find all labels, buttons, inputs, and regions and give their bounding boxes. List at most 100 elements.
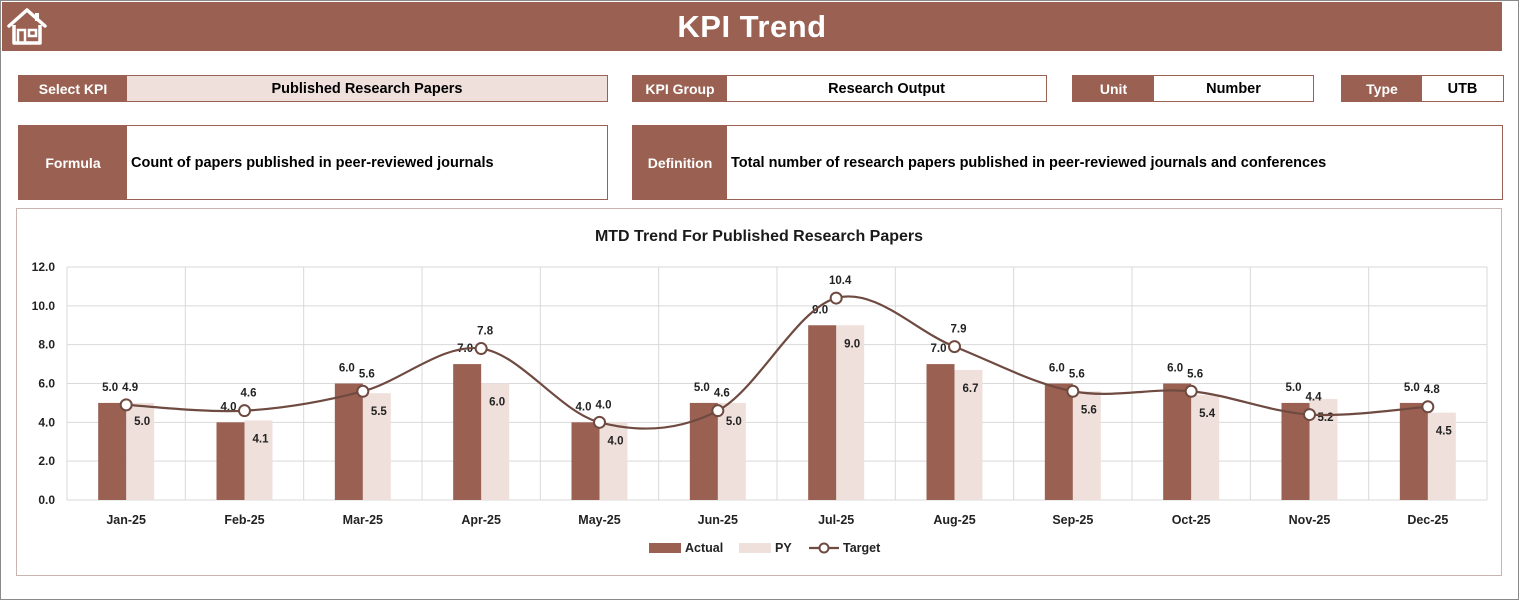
definition-box: Definition Total number of research pape…: [632, 125, 1503, 200]
x-tick-label: Oct-25: [1172, 513, 1211, 527]
chart-title: MTD Trend For Published Research Papers: [595, 228, 923, 245]
py-bar: [481, 383, 510, 500]
y-tick-label: 0.0: [38, 493, 55, 507]
py-bar: [836, 325, 865, 500]
x-tick-label: Jun-25: [698, 513, 738, 527]
legend-swatch-py: [739, 543, 771, 553]
target-point: [1184, 384, 1198, 398]
x-tick-label: Jan-25: [106, 513, 146, 527]
actual-data-label: 5.0: [102, 382, 118, 394]
unit-field: Unit Number: [1072, 75, 1314, 102]
target-point: [1066, 384, 1080, 398]
actual-bar: [1281, 402, 1310, 500]
target-point: [356, 384, 370, 398]
target-data-label: 5.6: [1069, 368, 1085, 380]
py-bar: [126, 402, 155, 500]
target-point: [593, 415, 606, 429]
x-tick-label: Jul-25: [818, 513, 854, 527]
actual-bar: [571, 422, 600, 500]
x-tick-label: Mar-25: [343, 513, 383, 527]
unit-value: Number: [1154, 76, 1313, 101]
target-point: [1421, 400, 1435, 414]
formula-box: Formula Count of papers published in pee…: [18, 125, 608, 200]
x-tick-label: May-25: [578, 513, 620, 527]
target-point: [1303, 408, 1316, 422]
y-tick-label: 4.0: [38, 415, 55, 429]
x-tick-label: Aug-25: [933, 513, 975, 527]
target-data-label: 5.6: [359, 368, 375, 380]
py-data-label: 4.0: [608, 435, 624, 447]
x-tick-label: Sep-25: [1052, 513, 1093, 527]
type-field: Type UTB: [1341, 75, 1504, 102]
py-data-label: 5.5: [371, 406, 388, 418]
target-point: [948, 340, 961, 354]
actual-data-label: 5.0: [1286, 382, 1302, 394]
actual-bar: [926, 364, 955, 500]
py-bar: [1427, 412, 1456, 500]
py-data-label: 9.0: [844, 338, 860, 350]
actual-data-label: 7.0: [931, 343, 947, 355]
page-title: KPI Trend: [677, 8, 827, 44]
actual-bar: [1163, 383, 1192, 500]
x-tick-label: Nov-25: [1289, 513, 1331, 527]
definition-value: Total number of research papers publishe…: [727, 126, 1502, 199]
target-data-label: 4.0: [596, 399, 612, 411]
legend-label-actual: Actual: [685, 541, 723, 555]
py-data-label: 5.6: [1081, 404, 1097, 416]
y-tick-label: 10.0: [32, 299, 56, 313]
actual-bar: [808, 325, 837, 500]
py-data-label: 4.1: [253, 433, 270, 445]
actual-data-label: 4.0: [576, 401, 592, 413]
y-tick-label: 8.0: [38, 338, 55, 352]
select-kpi-label: Select KPI: [19, 76, 127, 101]
target-data-label: 4.6: [714, 388, 730, 400]
py-data-label: 5.0: [726, 416, 742, 428]
actual-bar: [689, 402, 718, 500]
kpi-group-label: KPI Group: [633, 76, 727, 101]
py-bar: [362, 393, 391, 500]
select-kpi-value[interactable]: Published Research Papers: [127, 76, 607, 101]
chart-container: MTD Trend For Published Research Papers 0…: [16, 208, 1502, 576]
actual-data-label: 5.0: [694, 382, 710, 394]
x-tick-label: Feb-25: [224, 513, 264, 527]
select-kpi-field[interactable]: Select KPI Published Research Papers: [18, 75, 608, 102]
kpi-group-value: Research Output: [727, 76, 1046, 101]
target-point: [238, 404, 251, 418]
actual-bar: [216, 422, 245, 500]
py-bar: [954, 369, 983, 500]
target-point: [711, 404, 725, 418]
target-data-label: 10.4: [829, 275, 852, 287]
header-banner: KPI Trend: [2, 2, 1502, 51]
actual-bar: [453, 364, 482, 500]
x-tick-label: Apr-25: [461, 513, 501, 527]
legend-marker-target: [818, 542, 830, 554]
py-data-label: 5.0: [134, 416, 150, 428]
target-data-label: 4.8: [1424, 384, 1441, 396]
home-icon[interactable]: [6, 6, 48, 46]
y-tick-label: 2.0: [38, 454, 55, 468]
actual-data-label: 9.0: [812, 304, 828, 316]
definition-label: Definition: [633, 126, 727, 199]
actual-bar: [98, 402, 127, 500]
legend-label-py: PY: [775, 541, 792, 555]
actual-bar: [1044, 383, 1073, 500]
legend-swatch-actual: [649, 543, 681, 553]
type-label: Type: [1342, 76, 1422, 101]
py-bar: [1072, 391, 1101, 500]
py-bar: [244, 420, 273, 500]
y-tick-label: 12.0: [32, 260, 56, 274]
actual-bar: [1399, 402, 1428, 500]
target-data-label: 5.6: [1187, 368, 1203, 380]
actual-data-label: 5.0: [1404, 382, 1420, 394]
target-data-label: 7.8: [477, 326, 494, 338]
kpi-group-field: KPI Group Research Output: [632, 75, 1047, 102]
py-bar: [717, 402, 746, 500]
legend-label-target: Target: [843, 541, 881, 555]
py-bar: [599, 422, 628, 500]
mtd-trend-chart: MTD Trend For Published Research Papers 0…: [32, 228, 1488, 555]
py-data-label: 5.4: [1199, 408, 1216, 420]
type-value: UTB: [1422, 76, 1503, 101]
py-data-label: 6.0: [489, 397, 505, 409]
target-data-label: 4.4: [1306, 392, 1323, 404]
target-point: [829, 291, 843, 305]
